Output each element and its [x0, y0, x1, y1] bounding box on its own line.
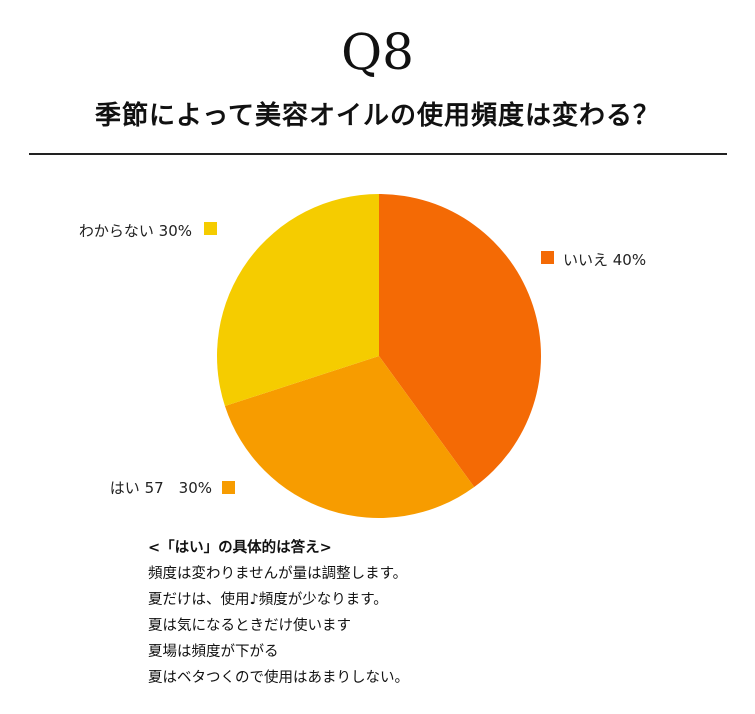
slice-label: わからない 30%	[79, 222, 192, 240]
question-title: 季節によって美容オイルの使用頻度は変わる？	[95, 101, 660, 131]
answers-section: <「はい」の具体的は答え> 頻度は変わりませんが量は調整します。 夏だけは、使用…	[148, 535, 708, 691]
slice-label: いいえ 40%	[563, 251, 646, 269]
title-divider	[29, 153, 727, 155]
answer-item: 夏は気になるときだけ使います	[148, 618, 351, 634]
pie-slice	[224, 356, 475, 519]
answer-item: 夏はベタつくので使用はあまりしない。	[148, 670, 409, 686]
answer-item: 頻度は変わりませんが量は調整します。	[148, 566, 408, 582]
pie-slice	[379, 194, 542, 488]
legend-swatch	[204, 222, 217, 235]
legend-swatch	[541, 251, 554, 264]
answer-item: 夏場は頻度が下がる	[148, 644, 279, 660]
answers-heading: <「はい」の具体的は答え>	[148, 540, 332, 556]
answer-item: 夏だけは、使用♪頻度が少なります。	[148, 592, 388, 608]
question-number: Q8	[341, 23, 414, 81]
legend-swatch	[222, 481, 235, 494]
pie-slice	[216, 194, 379, 407]
slice-label: はい 57 30%	[110, 479, 212, 497]
